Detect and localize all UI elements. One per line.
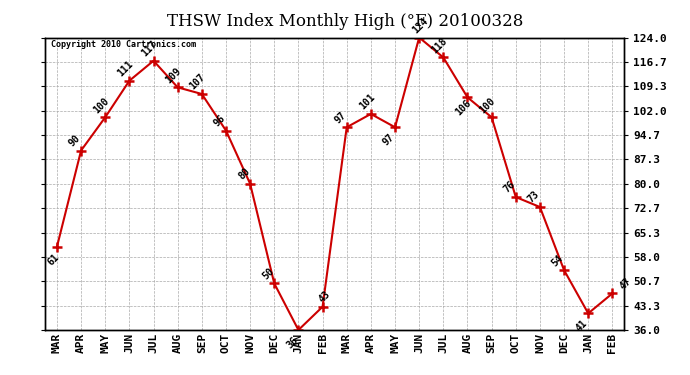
Text: 61: 61 — [46, 252, 61, 267]
Text: 50: 50 — [260, 266, 276, 281]
Text: 117: 117 — [139, 39, 159, 58]
Text: 100: 100 — [91, 96, 111, 115]
Text: 76: 76 — [502, 180, 518, 195]
Text: 97: 97 — [333, 110, 348, 125]
Text: Copyright 2010 Cartronics.com: Copyright 2010 Cartronics.com — [50, 40, 196, 50]
Text: 111: 111 — [115, 59, 135, 78]
Text: 97: 97 — [381, 132, 397, 147]
Text: 90: 90 — [67, 133, 83, 148]
Text: 109: 109 — [164, 66, 184, 85]
Text: 96: 96 — [212, 113, 228, 128]
Text: 124: 124 — [411, 16, 431, 35]
Text: 41: 41 — [574, 318, 590, 333]
Text: 100: 100 — [477, 96, 497, 115]
Text: 118: 118 — [429, 36, 449, 55]
Text: 107: 107 — [188, 72, 208, 92]
Text: 47: 47 — [618, 276, 633, 291]
Text: 36: 36 — [284, 334, 300, 350]
Text: 101: 101 — [357, 92, 377, 112]
Text: 73: 73 — [526, 189, 542, 205]
Text: 80: 80 — [236, 166, 252, 182]
Text: THSW Index Monthly High (°F) 20100328: THSW Index Monthly High (°F) 20100328 — [167, 13, 523, 30]
Text: 106: 106 — [453, 98, 473, 117]
Text: 54: 54 — [550, 253, 566, 268]
Text: 43: 43 — [317, 289, 333, 304]
